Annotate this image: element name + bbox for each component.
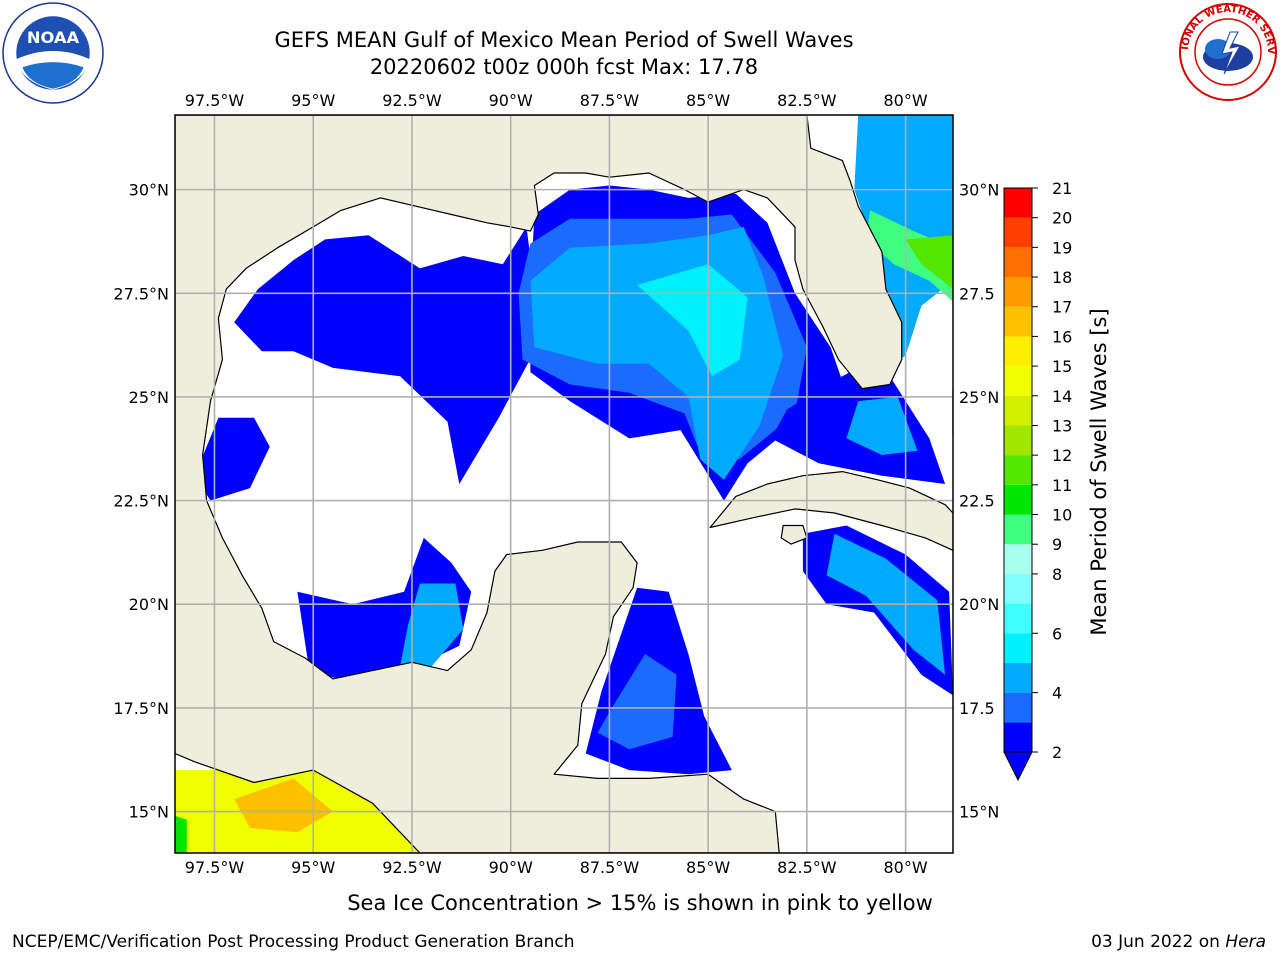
footer-date: 03 Jun 2022 on Hera <box>1091 932 1266 952</box>
colorbar-tick-label: 9 <box>1052 535 1062 554</box>
sea-ice-caption: Sea Ice Concentration > 15% is shown in … <box>347 891 933 915</box>
footer-credit: NCEP/EMC/Verification Post Processing Pr… <box>12 932 575 952</box>
lon-tick-label-top: 87.5°W <box>580 91 640 110</box>
lat-tick-label-right: 20°N <box>959 595 999 614</box>
colorbar-segment <box>1004 514 1032 545</box>
lat-tick-label-left: 22.5°N <box>113 492 169 511</box>
lat-lon-gridlines <box>175 115 953 853</box>
noaa-logo-text: NOAA <box>27 28 80 47</box>
lon-tick-label-bottom: 87.5°W <box>580 858 640 877</box>
land-cuba <box>709 471 953 551</box>
lon-tick-label-top: 97.5°W <box>185 91 245 110</box>
swell-region-atlantic-east-florida-green <box>866 210 953 302</box>
lat-tick-label-right: 17.5 <box>959 699 995 718</box>
colorbar: 2 4 6 8 9 10 11 12 13 14 15 16 17 18 19 20 21 Mean Period… <box>1003 179 1111 782</box>
lat-tick-label-left: 27.5°N <box>113 284 169 303</box>
map-frame <box>174 114 954 854</box>
lon-tick-label-top: 80°W <box>884 91 928 110</box>
colorbar-segment <box>1004 633 1032 663</box>
lat-tick-label-left: 20°N <box>129 595 169 614</box>
lon-tick-label-top: 85°W <box>686 91 730 110</box>
nws-logo-icon: NATIONAL WEATHER SERVICE <box>1178 2 1277 101</box>
lon-tick-label-bottom: 90°W <box>489 858 533 877</box>
swell-region-texas-louisiana-shelf <box>234 226 535 484</box>
colorbar-segment <box>1004 425 1032 456</box>
lat-tick-label-right: 27.5 <box>959 284 995 303</box>
colorbar-tick-label: 11 <box>1052 476 1072 495</box>
colorbar-segment <box>1004 306 1032 337</box>
lat-tick-label-left: 17.5°N <box>113 699 169 718</box>
colorbar-segment <box>1004 395 1032 426</box>
colorbar-frame <box>1003 187 1033 753</box>
colorbar-tick-label: 12 <box>1052 446 1072 465</box>
swell-region-atlantic-east-florida-lime <box>905 235 953 290</box>
lat-tick-label-right: 30°N <box>959 181 999 200</box>
colorbar-tick-label: 13 <box>1052 416 1072 435</box>
land-north-america <box>175 115 903 853</box>
colorbar-segment <box>1004 603 1032 634</box>
swell-region-southern-texas-patch <box>194 417 270 501</box>
lat-tick-label-left: 25°N <box>129 388 169 407</box>
colorbar-tick-label: 4 <box>1052 684 1062 703</box>
colorbar-tick-label: 21 <box>1052 179 1072 198</box>
swell-region-pacific-swell-core <box>234 778 333 833</box>
colorbar-tick-label: 20 <box>1052 209 1072 228</box>
lon-tick-label-bottom: 92.5°W <box>382 858 442 877</box>
colorbar-tick-label: 10 <box>1052 506 1072 525</box>
footer-machine-name: Hera <box>1225 932 1266 952</box>
colorbar-segment <box>1004 277 1032 307</box>
colorbar-segment <box>1004 692 1032 723</box>
colorbar-segment <box>1004 722 1032 752</box>
lon-tick-label-bottom: 95°W <box>291 858 335 877</box>
colorbar-tick-label: 18 <box>1052 268 1072 287</box>
land-isla-juventud <box>780 524 808 545</box>
colorbar-tick-label: 19 <box>1052 238 1072 257</box>
swell-region-north-central-gulf-peak <box>637 264 748 377</box>
colorbar-tick-label: 16 <box>1052 327 1072 346</box>
lon-tick-label-top: 82.5°W <box>777 91 837 110</box>
chart-title: GEFS MEAN Gulf of Mexico Mean Period of … <box>274 28 854 52</box>
colorbar-tick-label: 8 <box>1052 565 1062 584</box>
colorbar-segment <box>1004 366 1032 396</box>
lat-tick-label-right: 22.5 <box>959 492 995 511</box>
colorbar-extend-arrow <box>1003 751 1033 782</box>
chart-subtitle: 20220602 t00z 000h fcst Max: 17.78 <box>369 55 759 79</box>
lat-tick-label-right: 25°N <box>959 388 999 407</box>
swell-region-yucatan-channel-inner <box>597 654 677 750</box>
colorbar-segment <box>1004 217 1032 248</box>
colorbar-segment <box>1004 247 1032 278</box>
lon-tick-label-bottom: 97.5°W <box>185 858 245 877</box>
lat-tick-label-left: 30°N <box>129 181 169 200</box>
colorbar-segment <box>1004 573 1032 604</box>
noaa-logo-icon: NOAA <box>2 2 104 104</box>
colorbar-segment <box>1004 336 1032 367</box>
lon-tick-label-bottom: 80°W <box>884 858 928 877</box>
colorbar-tick-label: 17 <box>1052 298 1072 317</box>
colorbar-tick-label: 14 <box>1052 387 1072 406</box>
lon-tick-label-top: 90°W <box>489 91 533 110</box>
lon-tick-label-bottom: 82.5°W <box>777 858 837 877</box>
colorbar-segment <box>1004 484 1032 515</box>
colorbar-tick-label: 15 <box>1052 357 1072 376</box>
lon-tick-label-top: 92.5°W <box>382 91 442 110</box>
colorbar-segment <box>1004 662 1032 693</box>
colorbar-tick-label: 6 <box>1052 624 1062 643</box>
lon-tick-label-top: 95°W <box>291 91 335 110</box>
colorbar-segment <box>1004 188 1032 218</box>
lat-tick-label-right: 15°N <box>959 803 999 822</box>
colorbar-segment <box>1004 544 1032 574</box>
colorbar-tick-label: 2 <box>1052 743 1062 762</box>
swell-region-pacific-swell-edge <box>175 815 187 853</box>
axis-tick-labels: 97.5°W 97.5°W 95°W 95°W 92.5°W 92.5°W 90°W 90°W… <box>113 91 999 877</box>
lon-tick-label-bottom: 85°W <box>686 858 730 877</box>
colorbar-label: Mean Period of Swell Waves [s] <box>1087 308 1111 635</box>
land-masses <box>175 115 953 853</box>
footer-date-text: 03 Jun 2022 on <box>1091 932 1226 952</box>
swell-region-florida-straits-inner <box>846 396 918 455</box>
lat-tick-label-left: 15°N <box>129 803 169 822</box>
colorbar-segment <box>1004 455 1032 485</box>
